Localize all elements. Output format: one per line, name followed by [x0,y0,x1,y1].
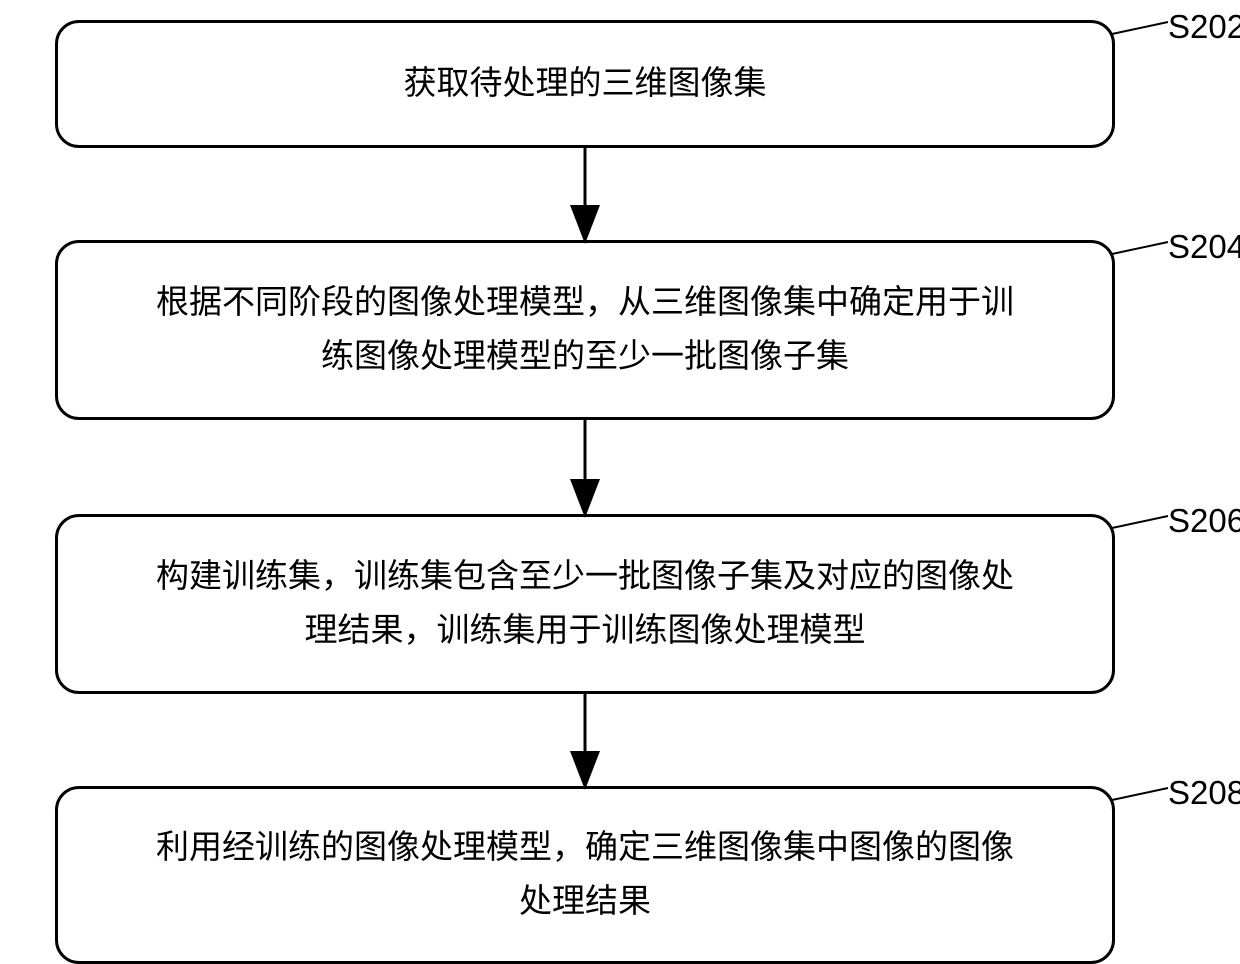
flow-node-text-line2: 理结果，训练集用于训练图像处理模型 [156,604,1014,658]
flowchart-canvas: 获取待处理的三维图像集 S202 根据不同阶段的图像处理模型，从三维图像集中确定… [0,0,1240,964]
lead-line-s208 [1112,788,1168,800]
step-label-s202: S202 [1168,8,1240,46]
flow-node-s204: 根据不同阶段的图像处理模型，从三维图像集中确定用于训 练图像处理模型的至少一批图… [55,240,1115,420]
flow-node-text: 获取待处理的三维图像集 [404,57,767,111]
flow-node-text-line1: 利用经训练的图像处理模型，确定三维图像集中图像的图像 [156,821,1014,875]
flow-node-s208: 利用经训练的图像处理模型，确定三维图像集中图像的图像 处理结果 [55,786,1115,964]
lead-line-s206 [1112,516,1168,528]
flow-node-text-line2: 练图像处理模型的至少一批图像子集 [156,330,1014,384]
lead-line-group [1112,22,1168,800]
lead-line-s204 [1112,242,1168,254]
lead-line-s202 [1112,22,1168,34]
flow-node-text-line2: 处理结果 [156,875,1014,929]
flow-node-text-line1: 构建训练集，训练集包含至少一批图像子集及对应的图像处 [156,550,1014,604]
flow-node-text-line1: 根据不同阶段的图像处理模型，从三维图像集中确定用于训 [156,276,1014,330]
step-label-s206: S206 [1168,502,1240,540]
step-label-s204: S204 [1168,228,1240,266]
flow-node-s206: 构建训练集，训练集包含至少一批图像子集及对应的图像处 理结果，训练集用于训练图像… [55,514,1115,694]
step-label-s208: S208 [1168,774,1240,812]
flow-node-s202: 获取待处理的三维图像集 [55,20,1115,148]
